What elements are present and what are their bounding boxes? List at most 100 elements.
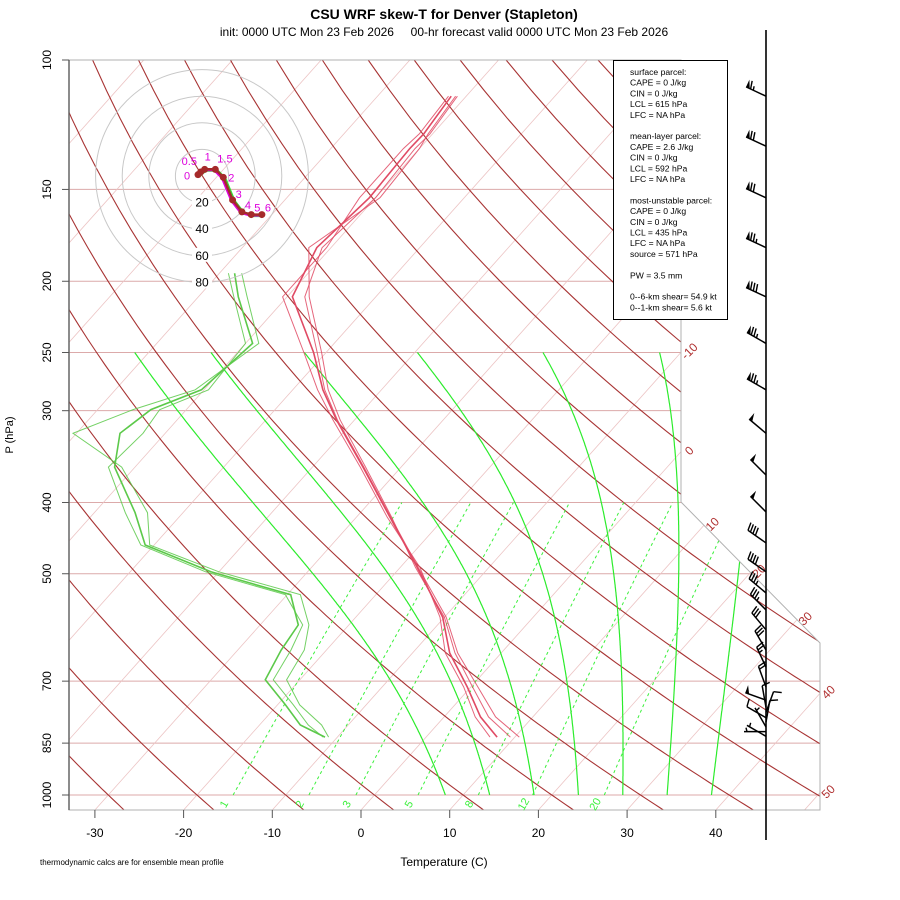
wind-barb [744,727,766,733]
wind-barb-feather [769,699,779,702]
hodograph-point [258,211,266,219]
hodograph-ring-label: 60 [195,249,209,263]
hodograph-ring-label-bg [192,247,212,262]
wind-barb [746,722,767,737]
hodograph-height-label: 0 [184,171,190,183]
dry-adiabat-line [69,60,395,810]
temperature-member-line [282,95,491,738]
wind-barb [754,624,767,651]
hodograph-point [201,165,209,173]
wind-barb-half-feather [756,707,760,711]
temperature-member-line [304,95,520,738]
y-tick-label: 850 [40,733,54,753]
wind-barb [745,231,767,249]
dry-adiabat-line [69,60,485,810]
hodograph-height-label: 5 [254,203,260,215]
wind-barb-feather [751,605,758,614]
moist-adiabat-line [542,352,624,795]
wind-barb-feather [749,182,753,191]
wind-barb-feather [749,80,753,90]
mixing-ratio-label: 2 [294,799,307,810]
wind-barb [757,661,767,688]
dry-adiabat-line [184,60,820,810]
x-tick-label: 40 [709,826,723,840]
wind-barb-pennant [746,325,751,335]
mixing-ratio-line [355,502,514,796]
isotherm-label: -10 [678,340,700,362]
dewpoint-member-line [113,273,326,738]
wind-barb-staff [751,612,767,631]
temperature-member-line [291,95,498,738]
wind-barb-feather [754,624,762,632]
y-tick-label: 400 [40,492,54,512]
y-tick-label: 1000 [40,781,54,808]
wind-barb-feather [752,554,757,563]
dewpoint-member-line [107,273,324,738]
wind-barb-feather [755,283,759,293]
mixing-ratio-line [532,502,674,796]
wind-barb-feather [758,661,766,667]
hodograph-height-label: 6 [265,203,271,215]
wind-barb-feather [747,522,752,531]
wind-barb-staff [746,706,767,719]
wind-barb-feather [752,282,756,292]
isotherm-line [69,60,588,810]
wind-barb-feather [753,608,760,616]
hodograph-ring-label: 20 [195,196,209,210]
wind-barb [749,490,767,513]
info-box-line: CIN = 0 J/kg [630,88,678,98]
wind-barb [747,522,767,544]
hodograph-point [219,173,227,181]
dry-adiabat-line [69,60,215,810]
wind-barb-staff [754,630,767,651]
isotherm-line [69,60,499,810]
wind-barb-half-feather [745,727,748,732]
isotherm-line [69,60,233,810]
wind-barb-staff [765,700,771,723]
info-box-line: PW = 3.5 mm [630,270,682,280]
wind-barb [749,453,767,476]
wind-barb-staff [747,558,767,573]
wind-barb-staff [745,187,767,199]
info-box-line: LCL = 592 hPa [630,163,687,173]
info-box-line: source = 571 hPa [630,249,698,259]
wind-barb [761,681,770,708]
mixing-ratio-line [232,502,403,796]
wind-barb-feather [752,132,756,141]
y-tick-label: 200 [40,271,54,291]
wind-barb-pennant [746,181,750,191]
wind-barb-pennant [750,490,757,500]
wind-barb-half-feather [755,238,758,244]
wind-barb-feather [754,591,760,599]
wind-barb-pennant [749,413,755,422]
wind-barb-staff [747,529,767,544]
info-box-line: surface parcel: [630,67,686,77]
wind-barb-feather [757,644,765,651]
wind-barb [765,699,779,723]
wind-barb-feather [750,573,756,582]
wind-barb-feather [749,552,755,562]
dry-adiabat-line [367,60,820,810]
moist-adiabat-line [134,352,446,796]
wind-barb-pennant [745,685,750,694]
moist-adiabat-line [416,352,580,795]
mixing-ratio-label: 3 [341,799,354,810]
wind-barbs [744,30,782,840]
y-tick-label: 100 [40,50,54,70]
wind-barb-feather [757,629,765,637]
isotherm-line [804,60,820,810]
wind-barb-feather [754,556,759,565]
wind-barb-feather [747,551,752,560]
wind-barb-half-feather [758,649,763,654]
mixing-ratio-line [603,502,738,796]
info-box-line: CIN = 0 J/kg [630,217,678,227]
wind-barb [756,641,767,668]
chart-title: CSU WRF skew-T for Denver (Stapleton) [310,6,578,22]
x-tick-label: 10 [443,826,457,840]
wind-barb-half-feather [755,380,759,385]
footer-note: thermodynamic calcs are for ensemble mea… [40,858,224,867]
hodograph: 20 40 60 80 0 0.5 1 1.5 234 5 6 [95,69,309,289]
y-axis-label: P (hPa) [4,416,16,453]
isotherm-label: 50 [819,782,839,802]
dry-adiabat-line [69,60,665,810]
